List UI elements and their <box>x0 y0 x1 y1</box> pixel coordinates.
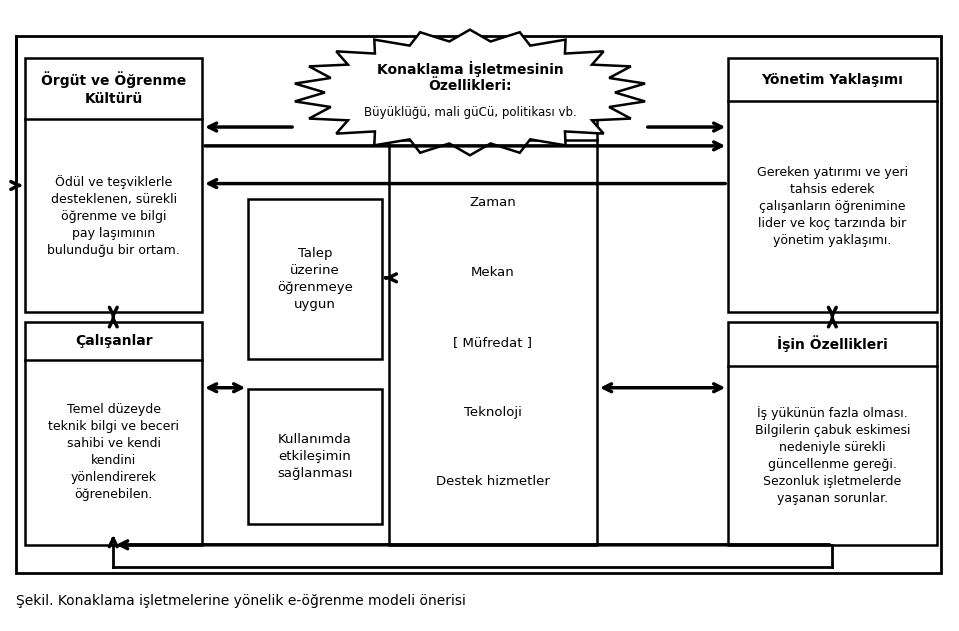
FancyBboxPatch shape <box>388 93 597 545</box>
Text: Örgüt ve Öğrenme
Kültürü: Örgüt ve Öğrenme Kültürü <box>41 71 186 105</box>
Text: Destek hizmetler: Destek hizmetler <box>436 476 550 488</box>
FancyBboxPatch shape <box>728 58 937 312</box>
Text: Çalışanlar: Çalışanlar <box>75 334 152 348</box>
Text: İşin Özellikleri: İşin Özellikleri <box>777 336 888 353</box>
Text: Temel düzeyde
teknik bilgi ve beceri
sahibi ve kendi
kendini
yönlendirerek
öğren: Temel düzeyde teknik bilgi ve beceri sah… <box>48 403 179 501</box>
FancyBboxPatch shape <box>248 199 382 360</box>
FancyBboxPatch shape <box>25 322 202 545</box>
Text: E-Öğrenme Sistemi: E-Öğrenme Sistemi <box>418 108 568 124</box>
FancyBboxPatch shape <box>15 36 942 573</box>
Polygon shape <box>294 30 645 155</box>
FancyBboxPatch shape <box>248 389 382 524</box>
Text: Gereken yatırımı ve yeri
tahsis ederek
çalışanların öğrenimine
lider ve koç tarz: Gereken yatırımı ve yeri tahsis ederek ç… <box>757 167 908 247</box>
Text: Yönetim Yaklaşımı: Yönetim Yaklaşımı <box>761 73 903 86</box>
Text: İş yükünün fazla olması.
Bilgilerin çabuk eskimesi
nedeniyle sürekli
güncellenme: İş yükünün fazla olması. Bilgilerin çabu… <box>755 406 910 505</box>
Text: Kullanımda
etkileşimin
sağlanması: Kullanımda etkileşimin sağlanması <box>277 433 353 480</box>
Text: Büyüklüğü, mali güCü, politikası vb.: Büyüklüğü, mali güCü, politikası vb. <box>363 106 576 119</box>
FancyBboxPatch shape <box>25 58 202 312</box>
Text: Ödül ve teşviklerle
desteklenen, sürekli
öğrenme ve bilgi
pay laşımının
bulunduğ: Ödül ve teşviklerle desteklenen, sürekli… <box>47 175 180 257</box>
Text: [ Müfredat ]: [ Müfredat ] <box>454 336 532 349</box>
Text: Şekil. Konaklama işletmelerine yönelik e-öğrenme modeli önerisi: Şekil. Konaklama işletmelerine yönelik e… <box>15 594 466 608</box>
Text: Talep
üzerine
öğrenmeye
uygun: Talep üzerine öğrenmeye uygun <box>277 247 353 311</box>
Text: Zaman: Zaman <box>470 196 516 209</box>
FancyBboxPatch shape <box>728 322 937 545</box>
Text: Mekan: Mekan <box>471 266 515 279</box>
Text: Teknoloji: Teknoloji <box>464 406 522 419</box>
Text: Konaklama İşletmesinin
Özellikleri:: Konaklama İşletmesinin Özellikleri: <box>377 61 563 93</box>
